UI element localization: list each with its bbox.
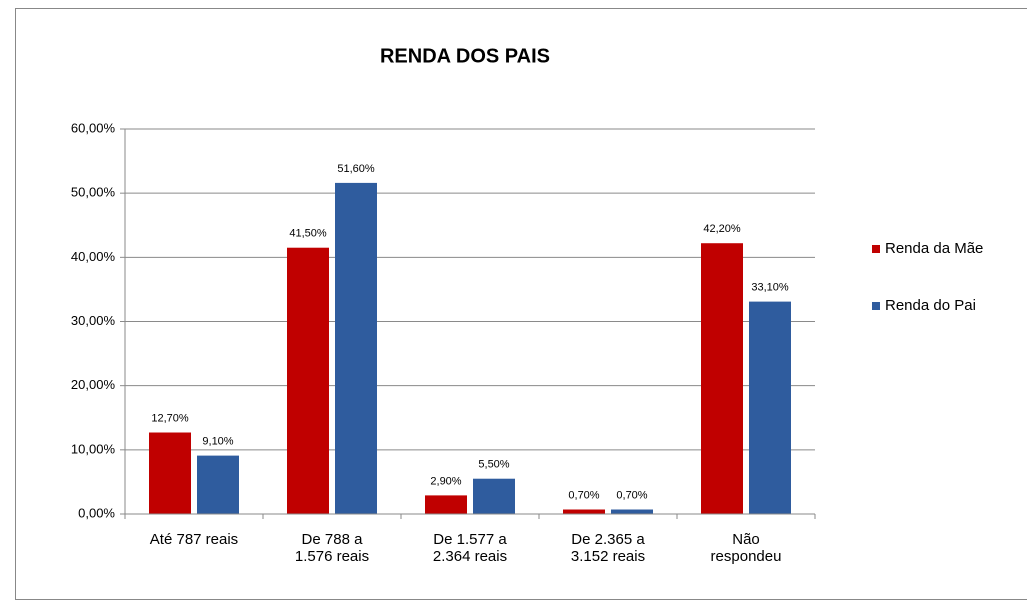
- bar: [425, 495, 467, 514]
- x-tick-label: Não respondeu: [711, 531, 782, 565]
- x-tick-label: De 788 a 1.576 reais: [295, 531, 369, 565]
- x-tick-label: De 2.365 a 3.152 reais: [571, 531, 645, 565]
- y-tick-label: 10,00%: [71, 441, 116, 456]
- value-label: 42,20%: [703, 223, 741, 235]
- y-tick-label: 30,00%: [71, 313, 116, 328]
- value-label: 33,10%: [751, 282, 789, 294]
- y-tick-label: 60,00%: [71, 120, 116, 135]
- bar: [473, 478, 515, 514]
- value-label: 2,90%: [430, 475, 461, 487]
- value-label: 0,70%: [568, 489, 599, 501]
- bar: [749, 301, 791, 514]
- bar: [701, 243, 743, 514]
- y-tick-label: 50,00%: [71, 185, 116, 200]
- legend-swatch: [872, 245, 880, 253]
- bar: [335, 182, 377, 514]
- legend-label: Renda da Mãe: [885, 240, 983, 257]
- y-tick-label: 0,00%: [78, 505, 115, 520]
- value-label: 51,60%: [337, 163, 375, 175]
- value-label: 12,70%: [151, 412, 189, 424]
- legend-swatch: [872, 302, 880, 310]
- value-label: 9,10%: [202, 436, 233, 448]
- value-label: 5,50%: [478, 459, 509, 471]
- x-tick-label: De 1.577 a 2.364 reais: [433, 531, 507, 565]
- bar: [611, 509, 653, 514]
- legend-label: Renda do Pai: [885, 297, 976, 314]
- value-label: 0,70%: [616, 489, 647, 501]
- chart-title: RENDA DOS PAIS: [380, 45, 550, 67]
- value-label: 41,50%: [289, 228, 327, 240]
- bar: [149, 432, 191, 514]
- bar: [563, 509, 605, 514]
- y-tick-label: 20,00%: [71, 377, 116, 392]
- x-tick-label: Até 787 reais: [150, 531, 238, 548]
- bar: [287, 247, 329, 515]
- y-tick-label: 40,00%: [71, 249, 116, 264]
- bar: [197, 455, 239, 514]
